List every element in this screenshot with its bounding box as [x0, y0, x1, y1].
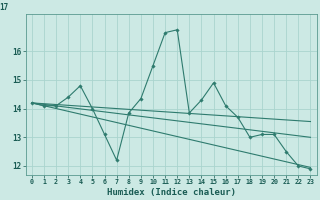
- X-axis label: Humidex (Indice chaleur): Humidex (Indice chaleur): [107, 188, 236, 197]
- Text: 17: 17: [0, 3, 9, 12]
